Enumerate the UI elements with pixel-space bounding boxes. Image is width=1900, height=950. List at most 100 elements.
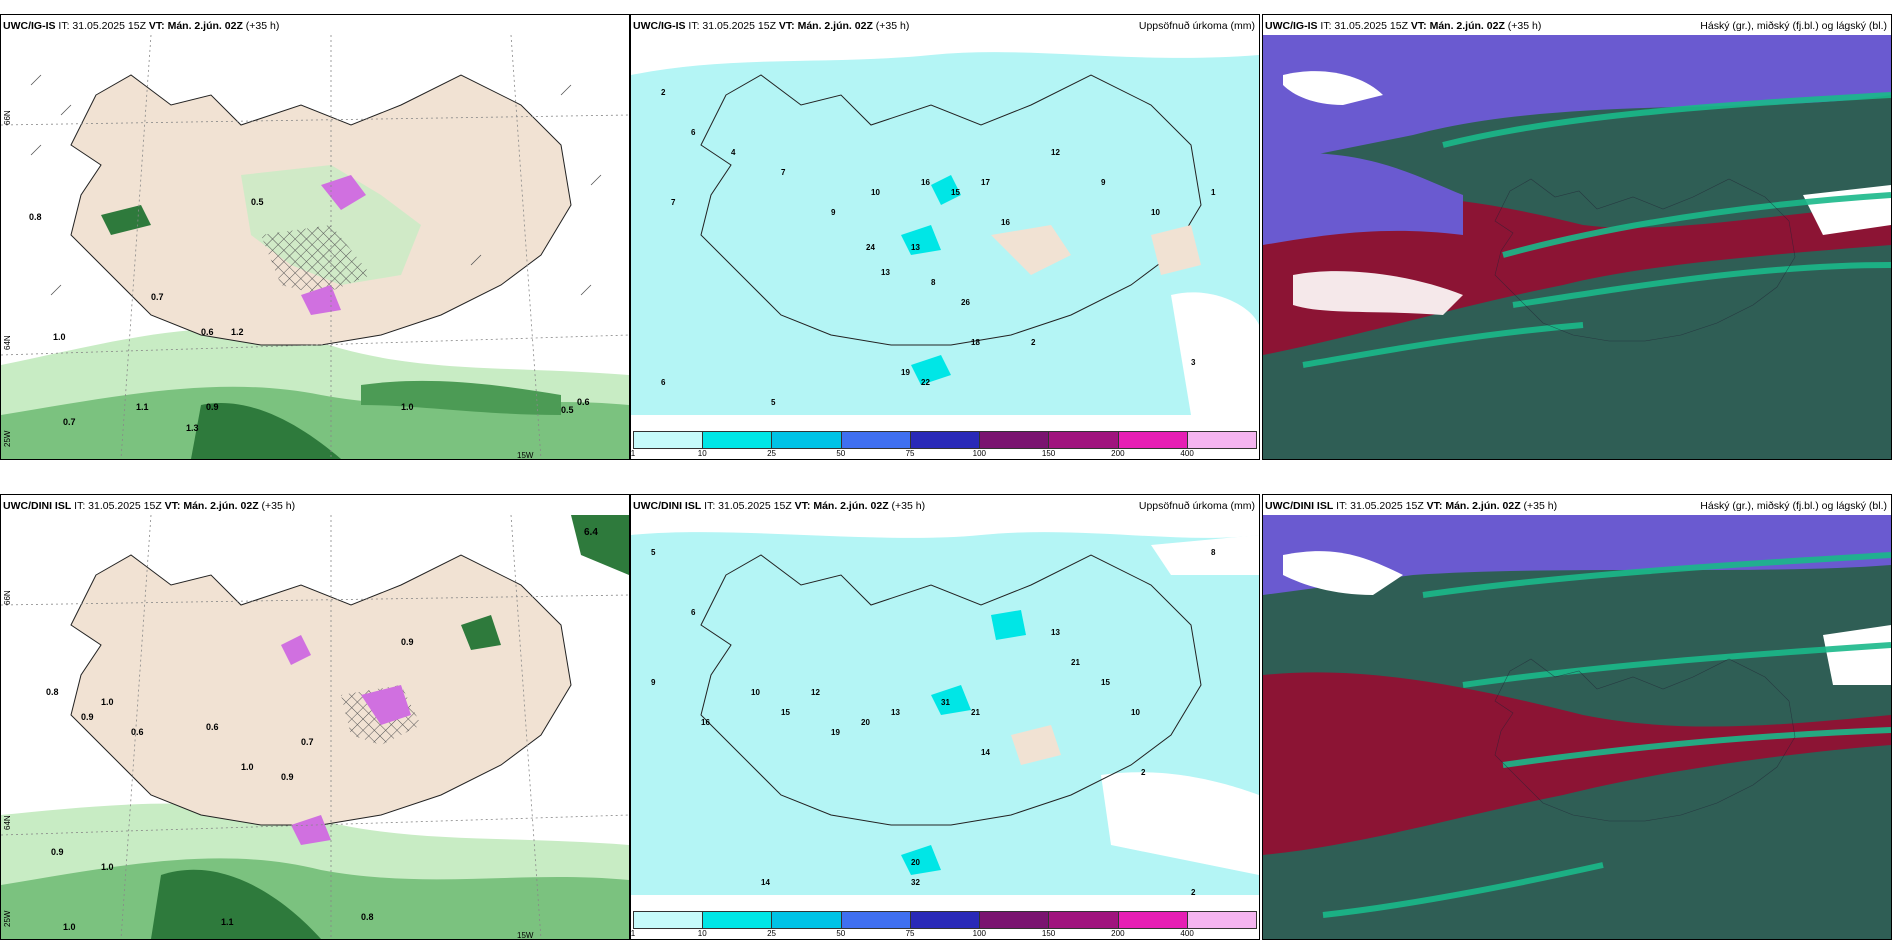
- svg-text:7: 7: [781, 168, 786, 177]
- svg-text:9: 9: [651, 678, 656, 687]
- svg-text:31: 31: [941, 698, 950, 707]
- colorbar-ticks: 1 10 25 50 75 100 150 200 400: [631, 449, 1257, 459]
- colorbar-tick: 75: [905, 929, 915, 938]
- svg-text:13: 13: [1051, 628, 1060, 637]
- svg-text:5: 5: [651, 548, 656, 557]
- svg-text:10: 10: [751, 688, 760, 697]
- colorbar-swatch: [980, 912, 1050, 928]
- svg-text:8: 8: [1211, 548, 1216, 557]
- panel-cloud-top: UWC/IG-IS IT: 31.05.2025 15Z VT: Mán. 2.…: [1262, 14, 1892, 460]
- svg-text:0.7: 0.7: [151, 292, 164, 302]
- colorbar-swatch: [703, 912, 773, 928]
- svg-text:12: 12: [1051, 148, 1060, 157]
- panel-precip-top: UWC/IG-IS IT: 31.05.2025 15Z VT: Mán. 2.…: [630, 14, 1260, 460]
- svg-text:19: 19: [831, 728, 840, 737]
- svg-text:2: 2: [1141, 768, 1146, 777]
- svg-text:0.9: 0.9: [281, 772, 294, 782]
- lon-label-15w: 15W: [517, 451, 534, 460]
- colorbar-tick: 10: [697, 449, 707, 458]
- svg-text:1.0: 1.0: [401, 402, 414, 412]
- colorbar-tick: 10: [697, 929, 707, 938]
- svg-text:21: 21: [971, 708, 980, 717]
- svg-text:0.8: 0.8: [361, 912, 374, 922]
- svg-text:0.9: 0.9: [206, 402, 219, 412]
- cloud-map-bottom: [1263, 515, 1891, 939]
- svg-text:17: 17: [981, 178, 990, 187]
- wind-map-top: 0.8 0.7 1.0 1.2 0.6 1.1 0.9 1.3 0.7 0.5 …: [1, 35, 629, 459]
- precip-title: Uppsöfnuð úrkoma (mm): [1138, 20, 1255, 32]
- colorbar-swatch: [1049, 432, 1119, 448]
- svg-text:6: 6: [691, 128, 696, 137]
- svg-text:16: 16: [701, 718, 710, 727]
- svg-text:2: 2: [1031, 338, 1036, 347]
- panel-cloud-bottom: UWC/DINI ISL IT: 31.05.2025 15Z VT: Mán.…: [1262, 494, 1892, 940]
- wind-map-bottom: 0.8 1.0 0.9 0.6 0.6 0.7 1.0 0.9 0.9 1.0 1.0 1.…: [1, 515, 629, 939]
- svg-text:1.0: 1.0: [101, 862, 114, 872]
- colorbar-swatch: [1118, 432, 1188, 448]
- svg-text:26: 26: [961, 298, 970, 307]
- svg-text:1.0: 1.0: [63, 922, 76, 932]
- colorbar-swatch: [910, 912, 981, 928]
- colorbar-swatch: [1118, 912, 1188, 928]
- svg-text:19: 19: [901, 368, 910, 377]
- colorbar-swatch: [772, 432, 842, 448]
- colorbar-tick: 50: [836, 929, 846, 938]
- colorbar-tick: 1: [630, 929, 636, 938]
- svg-text:1.0: 1.0: [53, 332, 66, 342]
- svg-text:4: 4: [731, 148, 736, 157]
- svg-text:5: 5: [771, 398, 776, 407]
- svg-text:0.6: 0.6: [201, 327, 214, 337]
- svg-text:12: 12: [811, 688, 820, 697]
- panel-precip-bottom: UWC/DINI ISL IT: 31.05.2025 15Z VT: Mán.…: [630, 494, 1260, 940]
- precip-title: Uppsöfnuð úrkoma (mm): [1138, 500, 1255, 512]
- svg-text:13: 13: [911, 243, 920, 252]
- svg-text:1: 1: [1211, 188, 1216, 197]
- lat-label-64n: 64N: [3, 815, 12, 830]
- svg-text:10: 10: [1151, 208, 1160, 217]
- colorbar-tick: 200: [1111, 449, 1125, 458]
- colorbar-swatch: [634, 912, 704, 928]
- svg-text:0.9: 0.9: [401, 637, 414, 647]
- panel-header: UWC/DINI ISL IT: 31.05.2025 15Z VT: Mán.…: [633, 500, 926, 512]
- svg-text:2: 2: [661, 88, 666, 97]
- panel-header: UWC/IG-IS IT: 31.05.2025 15Z VT: Mán. 2.…: [3, 20, 280, 32]
- svg-text:6: 6: [661, 378, 666, 387]
- lat-label-64n: 64N: [3, 335, 12, 350]
- svg-text:32: 32: [911, 878, 920, 887]
- panel-header: UWC/IG-IS IT: 31.05.2025 15Z VT: Mán. 2.…: [1265, 20, 1542, 32]
- colorbar-tick: 50: [836, 449, 846, 458]
- colorbar-tick: 400: [1180, 929, 1194, 938]
- colorbar-tick: 150: [1041, 929, 1056, 938]
- colorbar-swatch: [634, 432, 704, 448]
- svg-text:15: 15: [781, 708, 790, 717]
- svg-text:0.9: 0.9: [51, 847, 64, 857]
- precip-colorbar: [633, 911, 1257, 929]
- panel-wind-bottom: UWC/DINI ISL IT: 31.05.2025 15Z VT: Mán.…: [0, 494, 630, 940]
- cloud-title: Háský (gr.), miðský (fj.bl.) og lágský (…: [1700, 20, 1887, 32]
- colorbar-swatch: [703, 432, 773, 448]
- svg-text:13: 13: [891, 708, 900, 717]
- colorbar-tick: 200: [1111, 929, 1125, 938]
- cloud-title: Háský (gr.), miðský (fj.bl.) og lágský (…: [1700, 500, 1887, 512]
- svg-text:0.6: 0.6: [577, 397, 590, 407]
- colorbar-tick: 25: [767, 449, 776, 458]
- svg-text:18: 18: [971, 338, 980, 347]
- svg-text:1.2: 1.2: [231, 327, 244, 337]
- svg-text:1.3: 1.3: [186, 423, 199, 433]
- svg-text:3: 3: [1191, 358, 1196, 367]
- svg-text:9: 9: [831, 208, 836, 217]
- svg-text:0.6: 0.6: [131, 727, 144, 737]
- panel-header: UWC/IG-IS IT: 31.05.2025 15Z VT: Mán. 2.…: [633, 20, 910, 32]
- panel-header: UWC/DINI ISL IT: 31.05.2025 15Z VT: Mán.…: [3, 500, 296, 512]
- colorbar-tick: 100: [972, 929, 986, 938]
- colorbar-tick: 400: [1180, 449, 1194, 458]
- lat-label-66n: 66N: [3, 110, 12, 125]
- svg-text:0.6: 0.6: [206, 722, 219, 732]
- svg-text:6: 6: [691, 608, 696, 617]
- svg-text:1.0: 1.0: [241, 762, 254, 772]
- svg-text:0.8: 0.8: [29, 212, 42, 222]
- svg-text:1.0: 1.0: [101, 697, 114, 707]
- svg-text:0.5: 0.5: [251, 197, 264, 207]
